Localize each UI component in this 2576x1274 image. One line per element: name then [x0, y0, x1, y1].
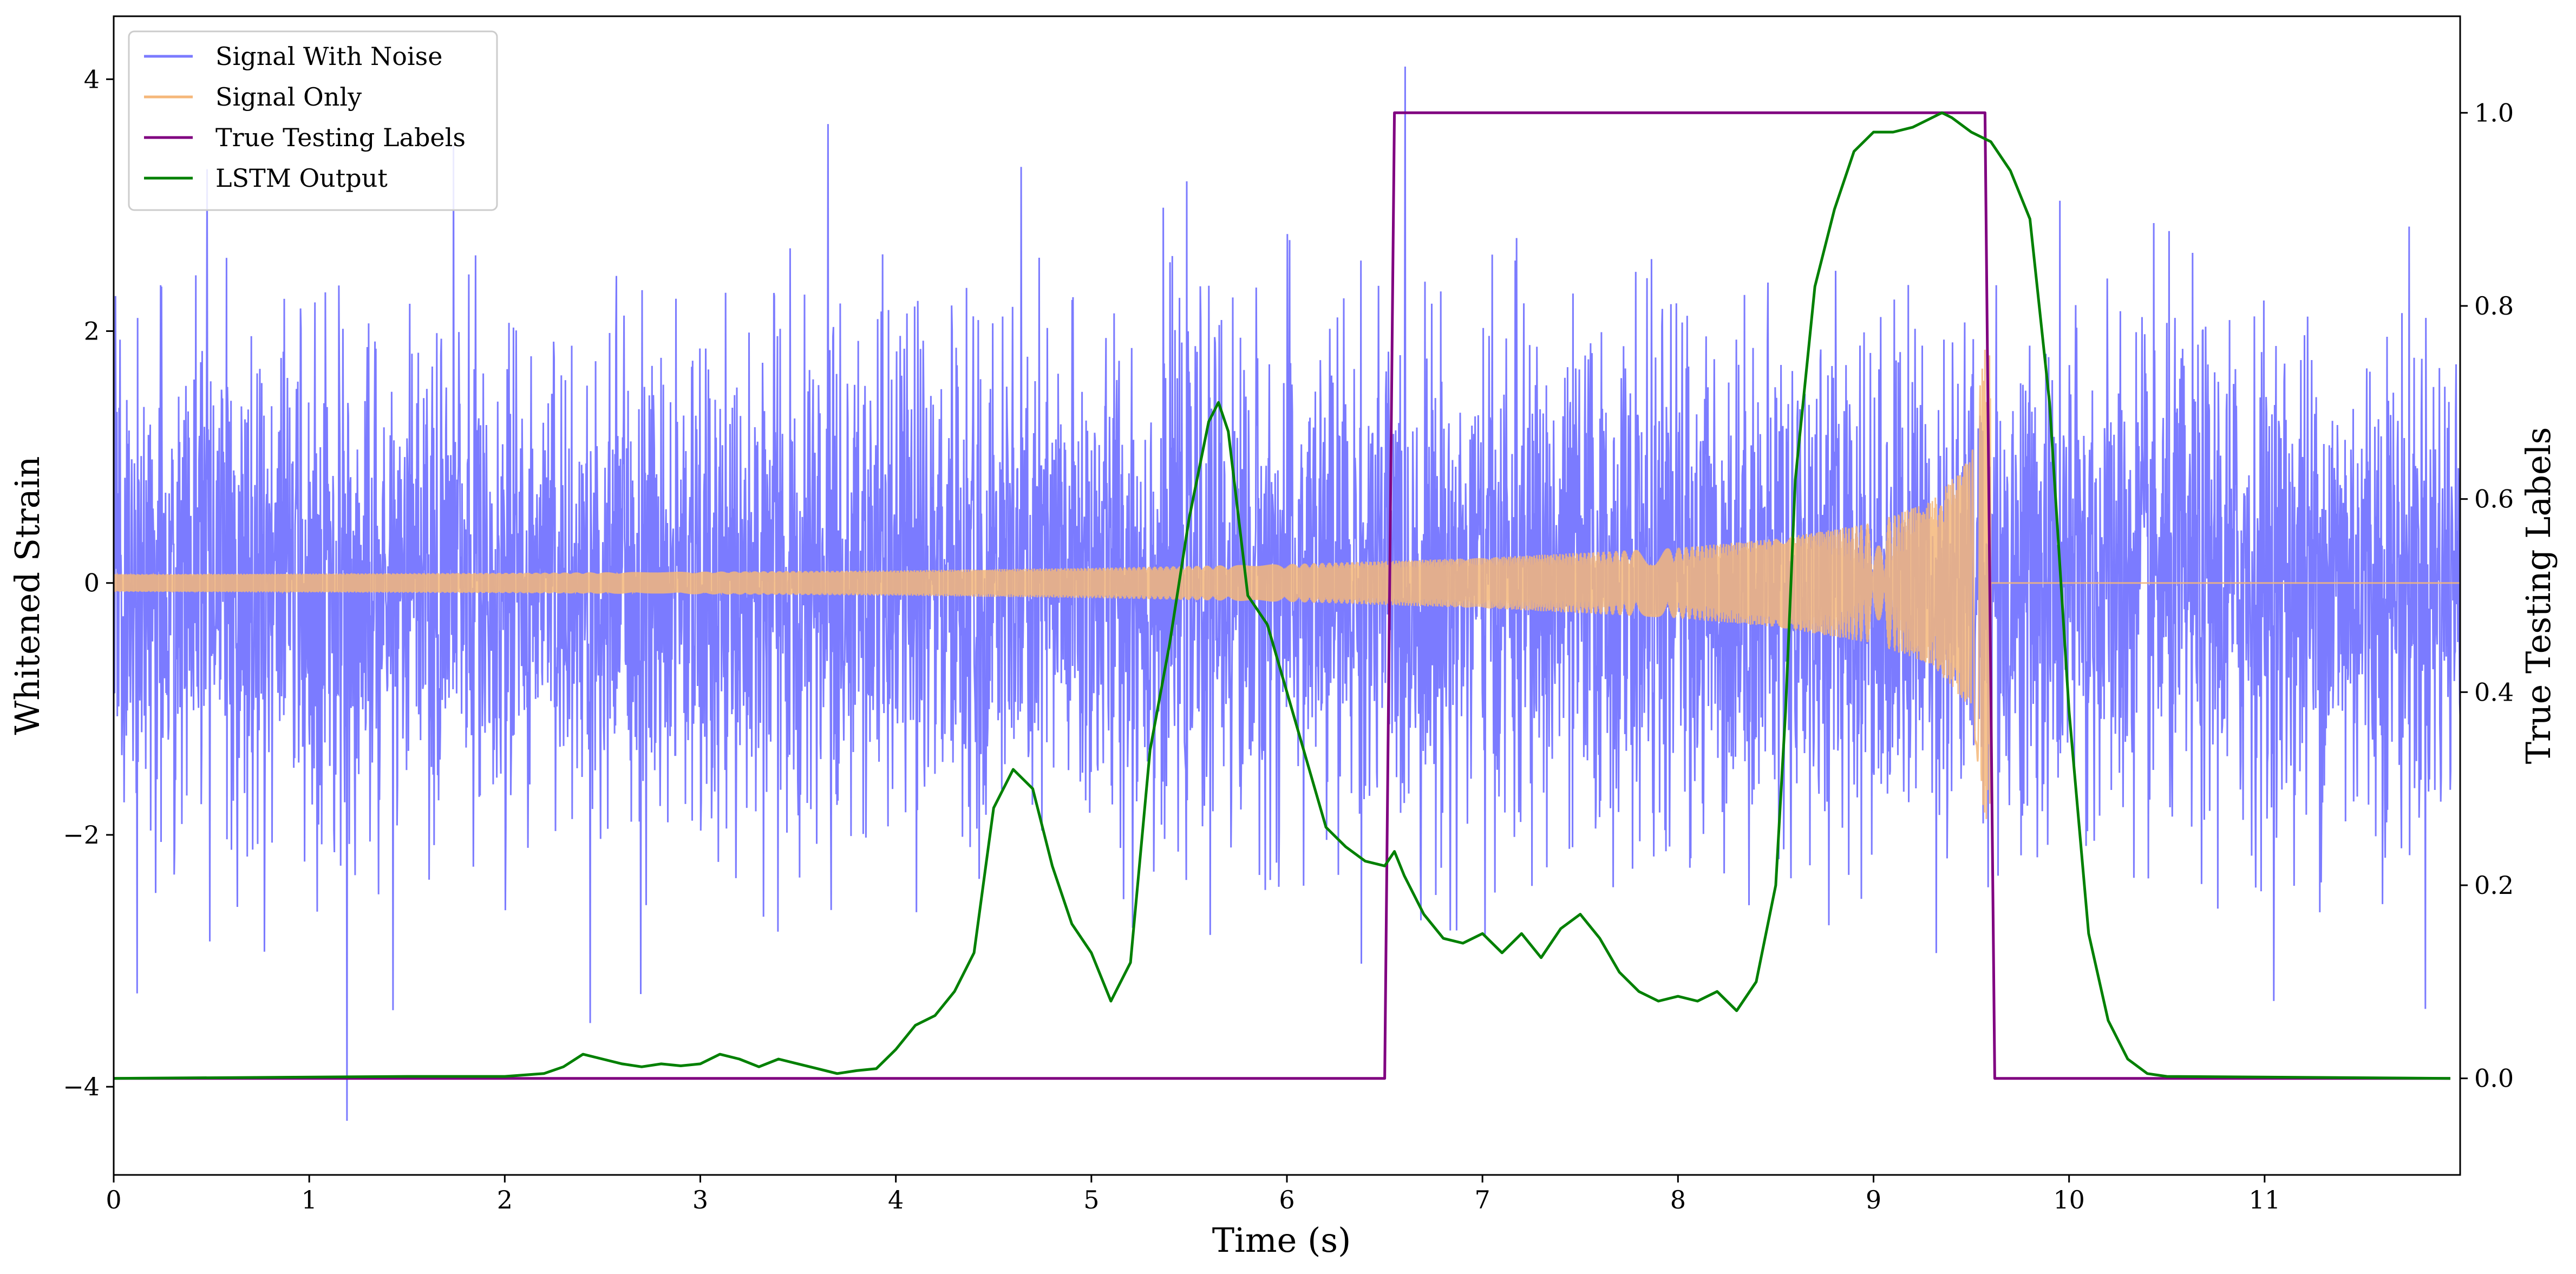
y-axis-label-left: Whitened Strain [8, 456, 47, 735]
y-tick-label-left: −4 [63, 1072, 100, 1101]
x-tick-label: 3 [692, 1185, 708, 1214]
x-tick-label: 2 [497, 1185, 513, 1214]
y-axis-left: −4 −2 0 2 4 [63, 64, 114, 1101]
x-tick-label: 8 [1670, 1185, 1686, 1214]
y-axis-label-right: True Testing Labels [2519, 427, 2558, 765]
x-tick-label: 0 [106, 1185, 121, 1214]
legend: Signal With Noise Signal Only True Testing… [128, 30, 498, 211]
series-lstm-output [114, 111, 2450, 1080]
legend-label: Signal With Noise [215, 42, 442, 71]
y-tick-label-right: 0.8 [2474, 291, 2514, 321]
x-tick-label: 6 [1279, 1185, 1294, 1214]
y-tick-label-right: 0.0 [2474, 1064, 2514, 1093]
x-tick-label: 4 [888, 1185, 904, 1214]
y-tick-label-right: 0.2 [2474, 871, 2514, 900]
x-tick-label: 11 [2249, 1185, 2281, 1214]
x-tick-label: 5 [1083, 1185, 1099, 1214]
y-tick-label-right: 0.4 [2474, 677, 2514, 707]
x-axis: 0 1 2 3 4 5 6 7 8 9 10 11 [106, 1175, 2280, 1214]
legend-label: LSTM Output [215, 164, 388, 193]
legend-box [128, 30, 498, 211]
y-tick-label-left: 2 [84, 317, 100, 346]
y-tick-label-right: 1.0 [2474, 98, 2514, 127]
y-tick-label-right: 0.6 [2474, 485, 2514, 514]
y-axis-right: 0.0 0.2 0.4 0.6 0.8 1.0 [2460, 98, 2514, 1093]
series-signal-with-noise [114, 66, 2460, 1121]
y-tick-label-left: −2 [63, 820, 100, 850]
x-tick-label: 1 [302, 1185, 317, 1214]
series-true-testing-labels [114, 111, 2450, 1080]
x-tick-label: 9 [1866, 1185, 1881, 1214]
x-tick-label: 10 [2053, 1185, 2085, 1214]
legend-label: True Testing Labels [215, 123, 466, 152]
x-tick-label: 7 [1475, 1185, 1490, 1214]
plot-area [114, 66, 2460, 1121]
legend-label: Signal Only [215, 82, 362, 112]
y-tick-label-left: 0 [84, 569, 100, 598]
y-tick-label-left: 4 [84, 64, 100, 94]
x-axis-label: Time (s) [1212, 1220, 1351, 1260]
series-signal-only [114, 343, 2460, 819]
